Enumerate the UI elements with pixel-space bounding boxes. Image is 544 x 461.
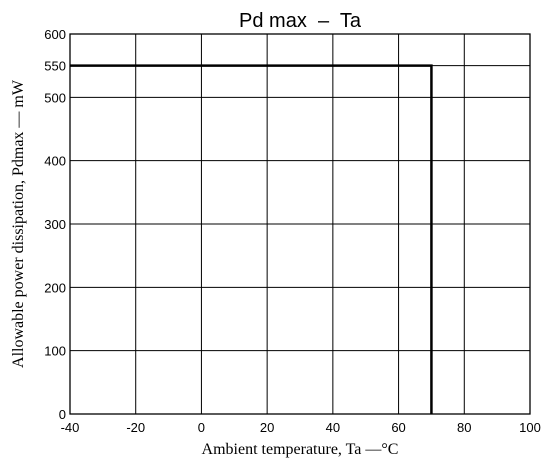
y-tick-label: 0 (59, 407, 66, 422)
x-tick-label: -40 (61, 420, 80, 435)
y-tick-label: 300 (44, 217, 66, 232)
y-tick-label: 400 (44, 154, 66, 169)
series-line (70, 64, 433, 414)
y-axis-label: Allowable power dissipation, Pdmax — mW (10, 79, 27, 368)
y-tick-label: 550 (44, 59, 66, 74)
y-tick-label: 200 (44, 280, 66, 295)
x-tick-labels: -40 -20 0 20 40 60 80 100 (61, 420, 541, 435)
x-tick-label: 20 (260, 420, 274, 435)
x-tick-label: 60 (391, 420, 405, 435)
y-tick-label: 600 (44, 27, 66, 42)
x-tick-label: 40 (326, 420, 340, 435)
grid (69, 33, 531, 415)
x-tick-label: 0 (198, 420, 205, 435)
y-tick-label: 500 (44, 90, 66, 105)
chart-title: Pd max – Ta (239, 10, 362, 32)
y-tick-labels: 0 100 200 300 400 500 550 600 (44, 27, 66, 422)
y-tick-label: 100 (44, 344, 66, 359)
x-axis-label: Ambient temperature, Ta —°C (202, 441, 399, 458)
series (70, 64, 433, 414)
x-tick-label: 100 (519, 420, 541, 435)
x-tick-label: 80 (457, 420, 471, 435)
plot-frame (69, 33, 531, 415)
x-tick-label: -20 (126, 420, 145, 435)
